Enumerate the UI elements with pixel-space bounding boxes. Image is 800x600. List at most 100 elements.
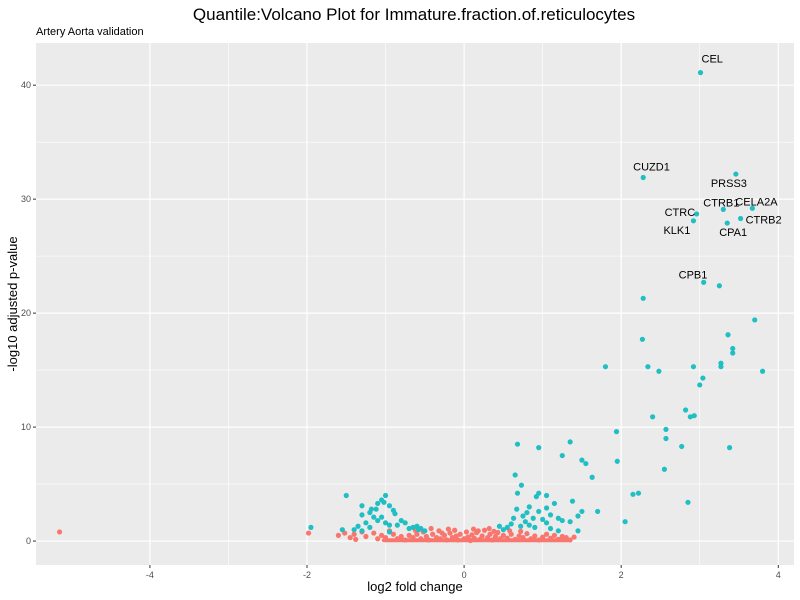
significant-point <box>382 520 389 526</box>
labeled-point <box>724 220 730 226</box>
significant-point <box>551 500 558 507</box>
x-axis-ticks: -4 -2 0 2 4 <box>146 565 781 580</box>
significant-point <box>595 508 601 515</box>
nonsignificant-point-cloud <box>381 538 571 543</box>
significant-point <box>392 511 398 517</box>
significant-point <box>543 492 550 499</box>
nonsignificant-point <box>481 527 488 533</box>
significant-point <box>567 519 573 525</box>
significant-point <box>518 482 525 488</box>
chart-subtitle: Artery Aorta validation <box>36 26 144 38</box>
significant-point <box>663 435 669 442</box>
nonsignificant-point <box>379 532 385 538</box>
y-axis-ticks: 0 10 20 30 40 <box>21 80 36 546</box>
nonsignificant-point <box>492 533 499 540</box>
nonsignificant-point <box>486 525 492 532</box>
labeled-point <box>640 174 646 181</box>
y-tick-label: 30 <box>21 194 31 204</box>
nonsignificant-point <box>414 531 420 537</box>
significant-point <box>645 364 651 370</box>
significant-point <box>379 514 385 520</box>
significant-point <box>691 413 697 419</box>
nonsignificant-point <box>353 536 359 542</box>
significant-point <box>514 506 520 512</box>
significant-point <box>339 527 345 533</box>
significant-point <box>355 523 361 529</box>
nonsignificant-point <box>457 531 463 537</box>
significant-point <box>547 525 554 532</box>
nonsignificant-point <box>495 529 501 536</box>
nonsignificant-point <box>551 532 558 538</box>
nonsignificant-point <box>518 528 524 534</box>
nonsignificant-point <box>406 532 412 538</box>
nonsignificant-point <box>543 531 550 537</box>
nonsignificant-point <box>398 533 404 540</box>
significant-point <box>543 520 550 526</box>
significant-point <box>679 443 685 450</box>
nonsignificant-point <box>559 533 565 540</box>
significant-point <box>540 516 546 523</box>
significant-point <box>520 513 526 519</box>
nonsignificant-point <box>305 530 312 536</box>
x-tick-label: -2 <box>303 570 311 580</box>
nonsignificant-point <box>390 531 396 537</box>
significant-point <box>690 364 697 370</box>
nonsignificant-point <box>351 531 357 537</box>
significant-point <box>373 506 379 512</box>
significant-point <box>567 439 573 445</box>
nonsignificant-point <box>475 528 481 534</box>
point-label: CUZD1 <box>633 161 670 173</box>
x-tick-label: 2 <box>619 570 624 580</box>
significant-point <box>635 490 642 496</box>
significant-point <box>752 317 758 323</box>
nonsignificant-point <box>470 526 477 532</box>
significant-point <box>526 504 532 510</box>
significant-point <box>524 509 530 516</box>
nonsignificant-point <box>453 533 459 539</box>
labeled-point <box>693 211 700 217</box>
nonsignificant-point <box>428 525 434 532</box>
significant-point <box>530 515 536 521</box>
significant-point <box>406 525 412 532</box>
nonsignificant-point <box>56 529 63 535</box>
significant-point <box>730 350 736 356</box>
significant-point <box>725 332 731 338</box>
nonsignificant-point <box>452 527 458 533</box>
significant-point <box>547 512 554 518</box>
significant-point <box>510 515 517 521</box>
significant-point <box>687 414 693 420</box>
minor-gridlines <box>36 43 794 565</box>
point-label: CTRC <box>665 207 696 219</box>
nonsignificant-point <box>487 531 493 537</box>
significant-point <box>683 407 689 413</box>
nonsignificant-point <box>532 533 538 539</box>
significant-point <box>533 494 539 500</box>
significant-point <box>386 503 393 509</box>
nonsignificant-point <box>463 529 470 535</box>
labeled-point <box>697 70 704 76</box>
significant-point <box>522 519 528 525</box>
nonsignificant-point <box>430 531 436 537</box>
significant-point <box>402 520 408 526</box>
y-axis-title: -log10 adjusted p-value <box>5 236 20 371</box>
significant-point <box>650 414 656 420</box>
nonsignificant-point <box>439 530 445 536</box>
significant-point <box>512 472 518 478</box>
significant-point <box>575 528 581 534</box>
significant-point <box>514 441 521 447</box>
labeled-points <box>640 70 755 285</box>
nonsignificant-point <box>447 530 453 536</box>
significant-point <box>526 522 532 528</box>
significant-point <box>555 528 561 534</box>
significant-point <box>359 512 365 518</box>
labeled-point <box>737 215 744 222</box>
significant-point <box>559 452 565 459</box>
x-axis-title: log2 fold change <box>367 579 462 594</box>
significant-point <box>367 524 373 530</box>
nonsignificant-point <box>524 531 530 537</box>
significant-points <box>308 283 766 535</box>
y-tick-label: 0 <box>26 536 31 546</box>
significant-point <box>730 345 736 352</box>
significant-point <box>685 499 691 505</box>
